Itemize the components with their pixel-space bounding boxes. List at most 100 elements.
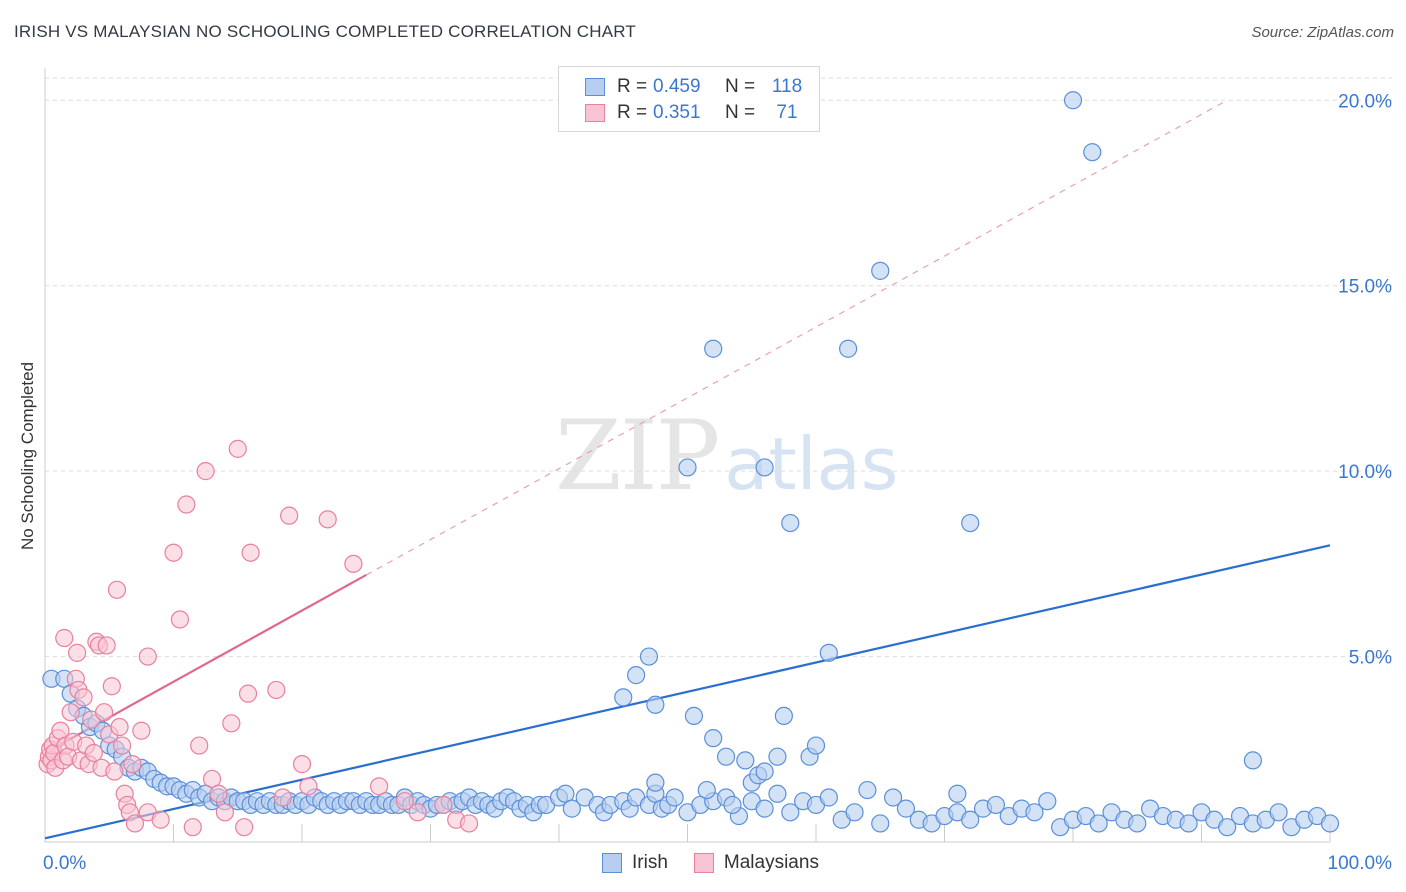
malaysians-point — [105, 762, 124, 781]
irish-n-label: N = — [725, 76, 756, 97]
irish-point — [871, 261, 890, 280]
gridlines — [45, 77, 1392, 658]
malaysians-point — [164, 543, 183, 562]
irish-point — [755, 458, 774, 477]
irish-point — [665, 788, 684, 807]
legend-item-irish[interactable]: Irish — [602, 852, 668, 874]
malaysians-point — [123, 755, 142, 774]
malaysians-point — [102, 677, 121, 696]
legend-row-malaysians: R = 0.351 N = 71 — [585, 101, 807, 125]
irish-n-value: 118 — [771, 76, 803, 97]
irish-point — [1128, 814, 1147, 833]
malaysians-point — [299, 777, 318, 796]
malaysians-point — [235, 818, 254, 837]
malaysians-point — [68, 643, 87, 662]
irish-swatch — [585, 78, 605, 96]
malaysians-point — [459, 814, 479, 833]
irish-point — [697, 780, 716, 800]
malaysians-legend-label: Malaysians — [723, 852, 819, 873]
irish-point — [883, 788, 903, 807]
irish-point — [639, 647, 659, 666]
malaysians-point — [241, 543, 260, 562]
malaysians-point — [273, 788, 292, 807]
malaysians-point — [395, 792, 414, 811]
irish-point — [986, 795, 1006, 815]
legend-item-malaysians[interactable]: Malaysians — [693, 852, 819, 874]
malaysians-point — [170, 610, 190, 629]
irish-point — [1063, 91, 1083, 110]
malaysians-point — [177, 495, 196, 514]
malaysians-n-label: N = — [725, 102, 756, 123]
irish-trend-line — [44, 544, 1331, 840]
irish-point — [781, 803, 800, 822]
legend-row-irish: R = 0.459 N = 118 — [585, 75, 807, 99]
irish-point — [723, 795, 742, 815]
y-tick-label: 10.0% — [1338, 462, 1392, 483]
irish-point — [1025, 803, 1044, 822]
malaysians-swatch — [585, 104, 605, 122]
irish-point — [871, 814, 890, 833]
x-tick-label: 100.0% — [1328, 853, 1393, 874]
malaysians-point — [110, 717, 129, 737]
irish-point — [562, 799, 581, 818]
y-tick-label: 15.0% — [1338, 277, 1392, 298]
malaysians-points — [38, 439, 479, 837]
irish-point — [1243, 751, 1263, 770]
irish-legend-label: Irish — [632, 852, 668, 873]
malaysians-point — [95, 703, 114, 722]
malaysians-point — [55, 628, 74, 648]
malaysians-point — [280, 506, 299, 525]
irish-point — [858, 780, 877, 800]
irish-point — [819, 643, 838, 662]
tick-labels: 5.0% 10.0% 15.0% 20.0% 0.0% 100.0% — [43, 91, 1392, 874]
irish-point — [704, 339, 723, 358]
irish-point — [1038, 792, 1057, 811]
y-tick-label: 5.0% — [1349, 648, 1392, 669]
irish-point — [845, 803, 864, 822]
malaysians-point — [434, 795, 453, 815]
malaysians-point — [215, 803, 234, 822]
y-tick-label: 20.0% — [1338, 91, 1392, 112]
malaysians-trend-extension — [365, 99, 1228, 576]
irish-point — [768, 747, 787, 766]
irish-point — [1269, 803, 1288, 822]
irish-point — [684, 706, 704, 726]
malaysians-r-value: 0.351 — [653, 102, 701, 123]
irish-point — [1083, 143, 1102, 162]
malaysians-point — [132, 721, 151, 740]
irish-point — [704, 729, 723, 748]
malaysians-point — [209, 784, 228, 803]
irish-point — [774, 706, 793, 726]
irish-point — [1320, 814, 1340, 833]
malaysians-point — [183, 818, 202, 837]
irish-point — [961, 513, 980, 533]
malaysians-point — [408, 803, 427, 822]
malaysians-point — [74, 688, 93, 707]
irish-point — [896, 799, 916, 818]
y-axis-label: No Schooling Completed — [18, 361, 37, 551]
axes — [44, 68, 1331, 843]
watermark-atlas: atlas — [724, 422, 899, 506]
irish-legend-swatch — [602, 853, 622, 873]
irish-point — [678, 458, 697, 477]
irish-point — [768, 784, 787, 803]
malaysians-point — [196, 462, 215, 481]
irish-point — [646, 695, 665, 714]
malaysians-point — [84, 743, 103, 763]
irish-r-label: R = — [617, 76, 648, 97]
malaysians-point — [318, 510, 337, 529]
irish-point — [1218, 818, 1237, 837]
irish-point — [614, 688, 633, 707]
irish-point — [1089, 814, 1108, 833]
irish-point — [755, 799, 774, 818]
malaysians-point — [151, 810, 170, 829]
malaysians-point — [267, 680, 286, 700]
watermark: ZIPatlas — [555, 400, 898, 512]
watermark-zip: ZIP — [555, 400, 720, 512]
malaysians-legend-swatch — [693, 853, 714, 873]
malaysians-r-label: R = — [617, 102, 648, 123]
malaysians-point — [344, 554, 363, 573]
irish-point — [839, 339, 858, 358]
malaysians-point — [125, 814, 145, 833]
irish-point — [806, 736, 826, 755]
